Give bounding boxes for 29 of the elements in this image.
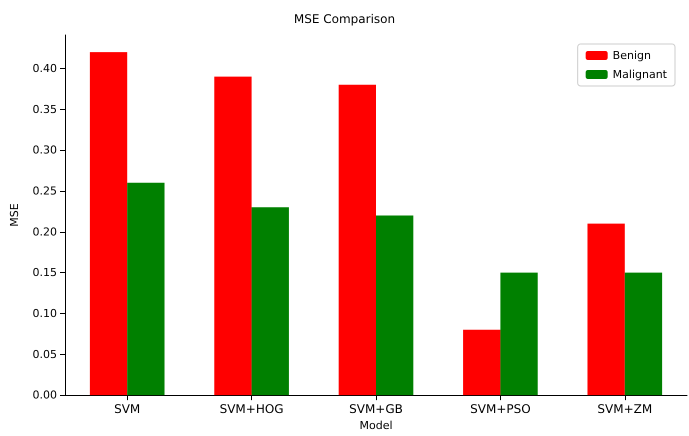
y-tick-label: 0.15: [32, 266, 57, 280]
y-tick-label: 0.40: [32, 62, 57, 75]
x-tick-label: SVM+GB: [349, 402, 403, 416]
bar: [252, 207, 289, 396]
bar: [624, 272, 662, 396]
y-tick-label: 0.10: [32, 306, 57, 320]
bar: [587, 224, 625, 396]
x-tick-label: SVM+HOG: [220, 402, 284, 416]
y-axis-title: MSE: [8, 203, 21, 227]
y-tick-label: 0.30: [32, 144, 57, 157]
bar: [500, 272, 538, 396]
chart-title: MSE Comparison: [294, 12, 396, 26]
bar: [127, 182, 165, 396]
y-tick-label: 0.05: [32, 348, 57, 361]
legend-label: Benign: [612, 49, 651, 62]
bar: [463, 330, 500, 396]
bar: [90, 52, 128, 396]
y-tick-label: 0.35: [32, 102, 57, 116]
legend-label: Malignant: [612, 68, 668, 81]
x-tick-label: SVM+ZM: [597, 402, 652, 416]
bar: [338, 84, 376, 396]
x-axis-title: Model: [359, 419, 393, 432]
x-tick-label: SVM: [114, 402, 140, 416]
bar: [214, 76, 252, 396]
bar: [376, 215, 414, 396]
x-tick-label: SVM+PSO: [470, 402, 531, 416]
y-tick-label: 0.25: [32, 184, 57, 198]
y-tick-label: 0.00: [32, 388, 57, 402]
y-tick-label: 0.20: [32, 225, 57, 238]
